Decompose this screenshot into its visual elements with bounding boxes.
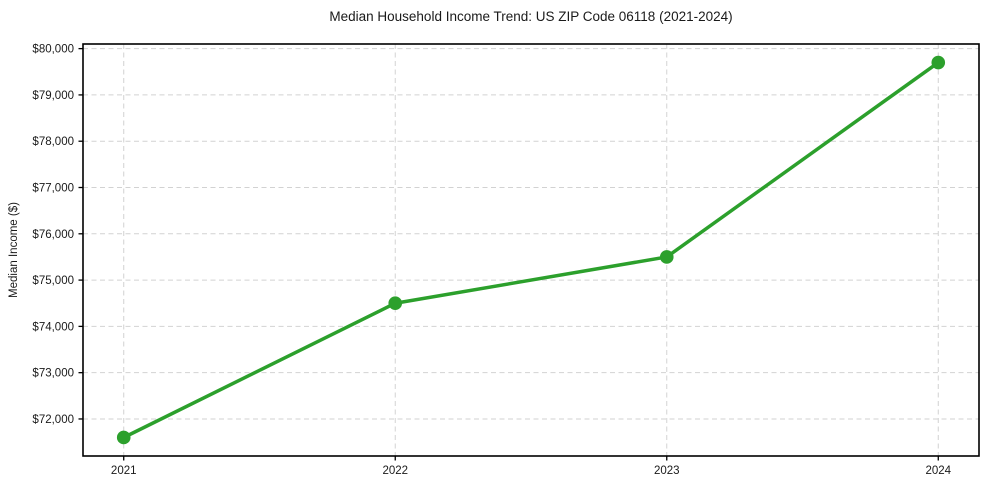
x-tick-label: 2024	[925, 465, 951, 477]
y-axis-label: Median Income ($)	[8, 202, 20, 298]
x-tick-label: 2021	[111, 465, 137, 477]
x-tick-label: 2023	[654, 465, 680, 477]
y-tick-label: $74,000	[32, 321, 74, 333]
y-tick-label: $72,000	[32, 414, 74, 426]
y-tick-label: $78,000	[32, 136, 74, 148]
y-tick-label: $75,000	[32, 275, 74, 287]
data-point-marker	[116, 430, 131, 445]
y-tick-label: $80,000	[32, 44, 74, 56]
y-tick-label: $73,000	[32, 368, 74, 380]
trend-line	[121, 60, 941, 440]
chart-title: Median Household Income Trend: US ZIP Co…	[329, 9, 733, 24]
data-point-marker	[388, 296, 403, 311]
y-tick-label: $76,000	[32, 229, 74, 241]
data-point-marker	[931, 55, 946, 70]
y-tick-label: $77,000	[32, 183, 74, 195]
data-point-marker	[659, 250, 674, 264]
y-tick-label: $79,000	[32, 90, 74, 102]
x-tick-label: 2022	[382, 465, 408, 477]
plot-border	[82, 43, 980, 457]
